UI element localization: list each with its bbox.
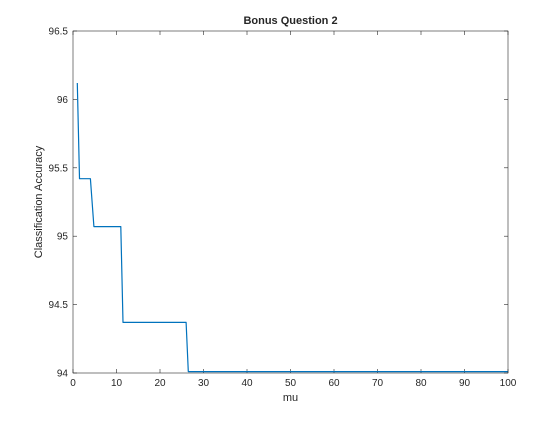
x-tick-label: 100 <box>500 378 517 389</box>
series-line <box>76 82 508 373</box>
x-tick-label: 90 <box>459 378 471 389</box>
x-tick-label: 60 <box>328 378 340 389</box>
plot-area <box>73 31 508 373</box>
x-tick-label: 10 <box>111 378 123 389</box>
y-tick-label: 96.5 <box>49 27 69 38</box>
x-tick-label: 0 <box>70 378 76 389</box>
x-tick-label: 30 <box>198 378 210 389</box>
y-tick-label: 94 <box>57 369 69 380</box>
x-tick-label: 20 <box>154 378 166 389</box>
y-tick-label: 95.5 <box>49 163 69 174</box>
x-tick-label: 50 <box>285 378 297 389</box>
chart-title: Bonus Question 2 <box>243 15 337 27</box>
y-axis-label: Classification Accuracy <box>33 145 45 258</box>
x-axis-label: mu <box>283 392 298 404</box>
y-tick-label: 96 <box>57 95 69 106</box>
x-tick-label: 40 <box>241 378 253 389</box>
y-tick-label: 95 <box>57 232 69 243</box>
x-tick-label: 80 <box>415 378 427 389</box>
tick-labels: 0 10 20 30 40 50 60 70 80 90 100 94 94.5 95 95.5 96 96.5 <box>49 27 517 390</box>
axes-box <box>72 30 509 374</box>
y-tick-label: 94.5 <box>49 300 69 311</box>
series-layer <box>76 82 508 373</box>
x-tick-label: 70 <box>372 378 384 389</box>
